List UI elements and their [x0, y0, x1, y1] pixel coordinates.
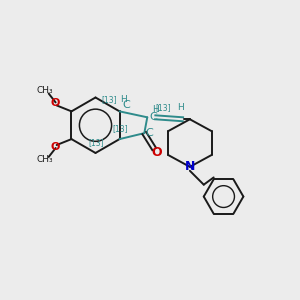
- Text: C: C: [122, 100, 130, 110]
- Text: N: N: [185, 160, 195, 173]
- Text: O: O: [51, 142, 60, 152]
- Text: [13]: [13]: [88, 139, 104, 148]
- Text: CH₃: CH₃: [36, 86, 53, 95]
- Text: H: H: [177, 103, 184, 112]
- Text: C: C: [145, 128, 153, 138]
- Text: O: O: [151, 146, 161, 160]
- Text: [13]: [13]: [155, 103, 171, 112]
- Text: H: H: [121, 95, 127, 104]
- Text: [13]: [13]: [113, 124, 128, 133]
- Text: C: C: [149, 112, 157, 122]
- Text: H: H: [152, 105, 159, 114]
- Text: [13]: [13]: [101, 95, 117, 104]
- Text: O: O: [51, 98, 60, 108]
- Text: CH₃: CH₃: [36, 155, 53, 164]
